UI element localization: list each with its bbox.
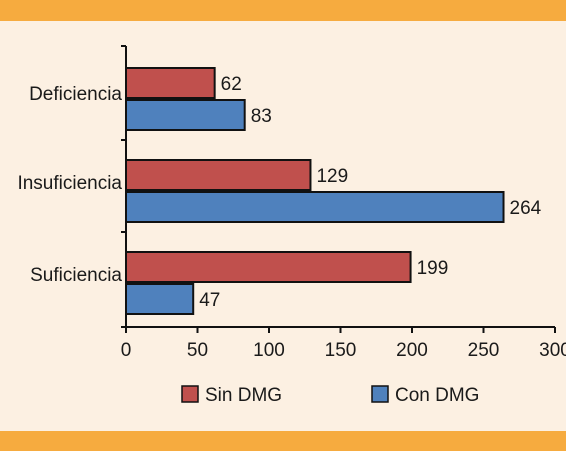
x-tick-label: 200 bbox=[396, 340, 428, 361]
x-tick-label: 0 bbox=[121, 340, 132, 361]
bar-con-dmg bbox=[125, 283, 195, 315]
x-tick-label: 50 bbox=[187, 340, 208, 361]
legend-swatch bbox=[371, 385, 389, 403]
x-tick-label: 300 bbox=[539, 340, 566, 361]
data-label: 83 bbox=[251, 106, 272, 127]
legend-label: Sin DMG bbox=[205, 385, 282, 406]
category-label: Insuficiencia bbox=[17, 173, 122, 194]
x-tick-label: 250 bbox=[468, 340, 500, 361]
data-label: 47 bbox=[199, 290, 220, 311]
data-label: 199 bbox=[417, 258, 449, 279]
bar-sin-dmg bbox=[125, 67, 216, 99]
bar-sin-dmg bbox=[125, 251, 412, 283]
category-label: Suficiencia bbox=[30, 265, 122, 286]
x-tick-label: 150 bbox=[325, 340, 357, 361]
bar-con-dmg bbox=[125, 99, 246, 131]
bar-con-dmg bbox=[125, 191, 505, 223]
data-label: 62 bbox=[221, 74, 242, 95]
legend-swatch bbox=[181, 385, 199, 403]
legend-label: Con DMG bbox=[395, 385, 479, 406]
bar-sin-dmg bbox=[125, 159, 312, 191]
category-label: Deficiencia bbox=[29, 84, 122, 105]
x-tick-label: 100 bbox=[253, 340, 285, 361]
top-color-band bbox=[0, 0, 566, 21]
data-label: 264 bbox=[510, 198, 542, 219]
bottom-color-band bbox=[0, 431, 566, 451]
data-label: 129 bbox=[316, 166, 348, 187]
